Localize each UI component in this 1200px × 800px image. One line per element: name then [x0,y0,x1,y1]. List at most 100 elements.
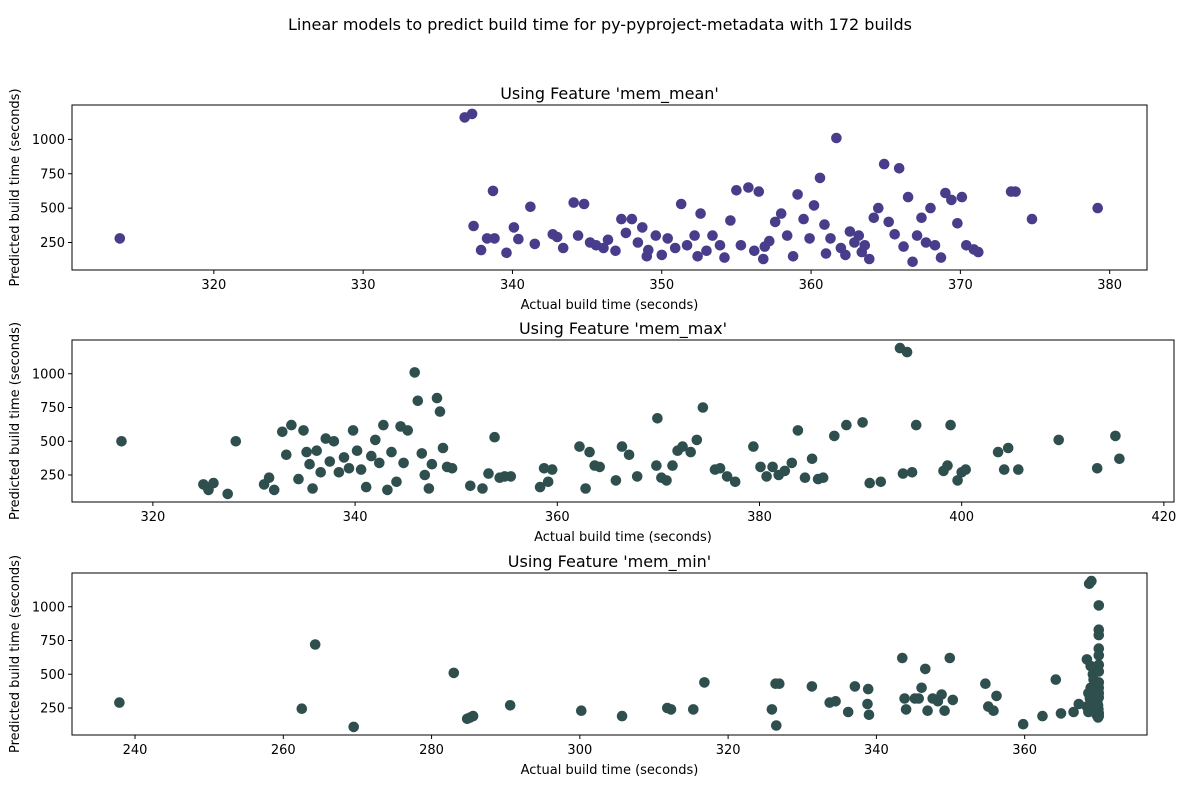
scatter-point [489,431,500,443]
scatter-point [669,242,681,254]
scatter-point [940,187,951,199]
scatter-point [1050,674,1062,685]
subplot-title: Using Feature 'mem_mean' [500,84,719,104]
scatter-point [546,464,558,475]
scatter-point [652,413,663,424]
scatter-point [1110,430,1121,442]
y-tick-label: 750 [40,634,65,649]
scatter-point [412,395,424,407]
y-axis-label: Predicted build time (seconds) [8,322,23,520]
scatter-point [1092,202,1103,214]
scatter-point [729,476,741,488]
scatter-point [761,471,772,482]
scatter-point [487,185,499,197]
scatter-point [817,472,829,484]
y-tick-label: 250 [40,236,65,251]
scatter-point [1091,463,1103,474]
scatter-point [889,229,900,240]
x-tick-label: 380 [1097,278,1122,293]
scatter-point [293,473,304,485]
scatter-point [114,697,125,708]
scatter-point [920,663,931,675]
scatter-point [1053,434,1064,446]
scatter-point [610,475,622,486]
scatter-point [222,488,233,500]
scatter-point [1037,710,1048,722]
x-tick-label: 370 [948,278,973,293]
scatter-point [328,436,340,447]
scatter-point [366,450,377,462]
scatter-point [878,158,890,170]
scatter-point [391,476,402,488]
scatter-point [910,419,922,431]
scatter-point [677,441,688,452]
scatter-point [1055,708,1067,719]
y-tick-label: 250 [40,702,65,717]
scatter-point [814,172,826,184]
y-tick-label: 750 [40,167,65,182]
x-tick-label: 240 [123,743,148,758]
scatter-point [806,681,818,692]
scatter-point [893,163,905,174]
scatter-point [935,252,947,263]
scatter-point [309,639,321,650]
scatter-point [819,219,830,230]
scatter-point [382,484,393,496]
scatter-point [468,220,479,232]
scatter-point [1073,698,1085,710]
scatter-point [419,469,431,481]
scatter-point [1085,660,1096,672]
x-tick-label: 340 [864,743,889,758]
axes-frame [71,572,1148,736]
scatter-point [281,449,292,461]
scatter-point [787,250,799,262]
scatter-point [875,476,887,488]
scatter-point [697,402,709,413]
subplot-title: Using Feature 'mem_max' [519,319,727,339]
scatter-point [691,434,703,446]
scatter-point [416,448,428,459]
scatter-point [792,425,804,436]
scatter-point [897,652,908,664]
scatter-point [925,202,936,214]
scatter-point [695,208,706,219]
scatter-point [944,652,956,664]
scatter-point [320,433,332,444]
x-tick-label: 260 [271,743,296,758]
scatter-point [1017,718,1029,730]
scatter-point [626,213,638,225]
scatter-point [781,230,793,241]
scatter-point [688,704,699,715]
scatter-point [489,233,500,244]
scatter-point [1093,650,1105,661]
scatter-point [568,197,579,208]
figure-suptitle: Linear models to predict build time for … [288,15,912,34]
scatter-points [114,108,1103,268]
scatter-point [513,233,524,245]
scatter-point [779,465,791,477]
scatter-point [771,720,782,731]
scatter-point [792,189,803,200]
scatter-point [863,709,875,721]
scatter-point [616,710,628,722]
scatter-point [386,446,397,458]
scatter-point [897,468,909,479]
scatter-point [1086,575,1097,587]
scatter-point [748,441,759,452]
scatter-point [268,484,280,496]
scatter-point [831,132,842,144]
scatter-point [208,477,219,489]
scatter-point [667,460,678,471]
y-axis-label: Predicted build time (seconds) [8,555,23,753]
scatter-point [620,227,632,239]
scatter-point [820,248,832,259]
y-axis-label: Predicted build time (seconds) [8,88,23,286]
scatter-point [864,253,875,265]
scatter-point [263,472,275,484]
scatter-point [952,218,963,229]
scatter-point [714,463,726,474]
scatter-point [475,244,487,256]
scatter-point [799,472,811,484]
scatter-point [699,677,710,688]
scatter-point [841,419,852,431]
